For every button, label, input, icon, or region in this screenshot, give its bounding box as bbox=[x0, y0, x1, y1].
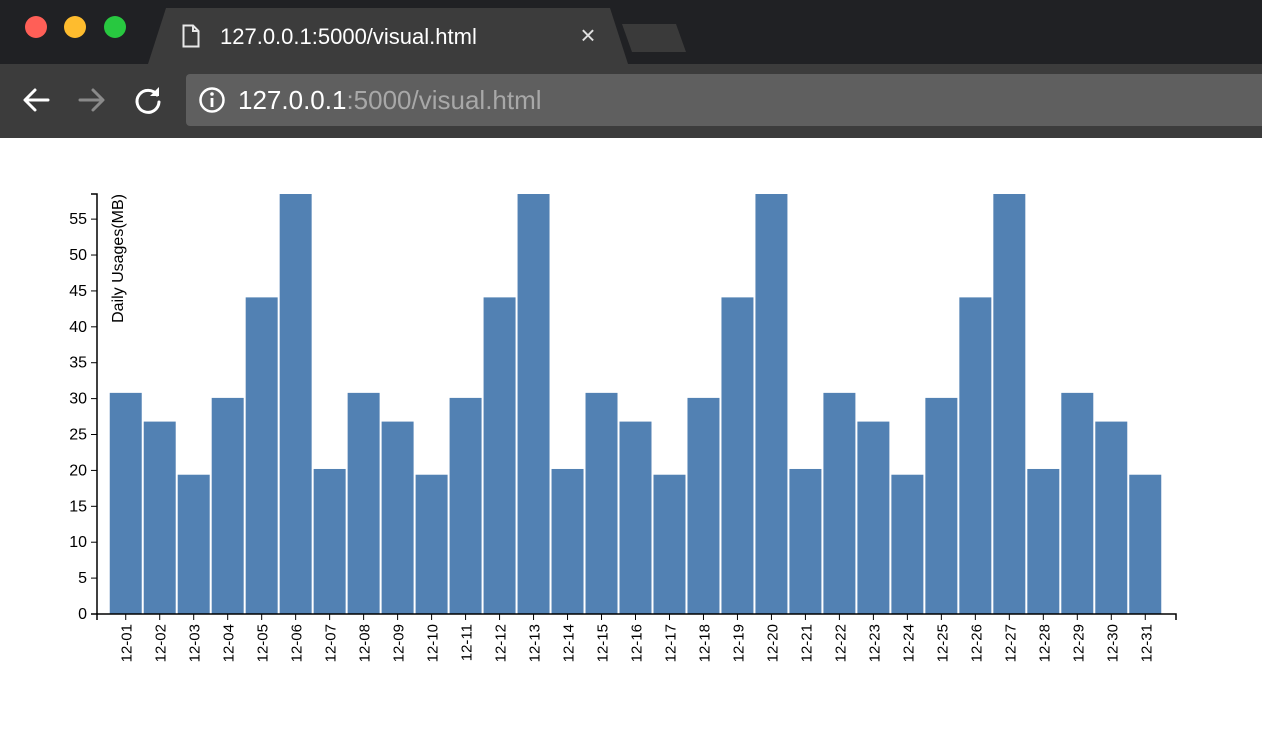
x-tick-label: 12-16 bbox=[629, 624, 646, 662]
x-tick-label: 12-29 bbox=[1070, 624, 1087, 662]
x-tick-label: 12-23 bbox=[866, 624, 883, 662]
bar-12-14 bbox=[551, 468, 584, 614]
x-axis: 12-01 12-02 12-03 12-04 12-05 12-06 12-07 12-08… bbox=[96, 613, 1177, 662]
x-tick-label: 12-17 bbox=[662, 624, 679, 662]
x-tick-label: 12-14 bbox=[561, 624, 578, 662]
bar-12-19 bbox=[721, 297, 754, 614]
bar-12-01 bbox=[109, 392, 142, 614]
url-host: 127.0.0.1 bbox=[238, 85, 347, 115]
bar-12-28 bbox=[1027, 468, 1060, 614]
x-tick-label: 12-03 bbox=[187, 624, 204, 662]
x-tick-label: 12-13 bbox=[527, 624, 544, 662]
forward-arrow-icon[interactable] bbox=[76, 84, 108, 116]
info-icon[interactable] bbox=[198, 86, 226, 114]
x-axis-line bbox=[96, 613, 1177, 620]
bar-12-09 bbox=[381, 421, 414, 614]
x-tick-label: 12-04 bbox=[221, 624, 238, 662]
bar-12-03 bbox=[177, 474, 210, 614]
y-axis-label: Daily Usages(MB) bbox=[110, 194, 127, 323]
y-tick-label: 30 bbox=[69, 391, 87, 408]
x-tick-label: 12-05 bbox=[255, 624, 272, 662]
y-tick-label: 20 bbox=[69, 462, 87, 479]
bars-group bbox=[109, 194, 1162, 614]
x-tick-label: 12-19 bbox=[730, 624, 747, 662]
x-tick-label: 12-20 bbox=[764, 624, 781, 662]
bar-12-15 bbox=[585, 392, 618, 614]
y-tick-label: 50 bbox=[69, 247, 87, 264]
bar-12-02 bbox=[143, 421, 176, 614]
x-tick-label: 12-02 bbox=[153, 624, 170, 662]
new-tab-button[interactable] bbox=[622, 24, 686, 52]
bar-12-26 bbox=[959, 297, 992, 614]
x-tick-label: 12-26 bbox=[968, 624, 985, 662]
bar-12-16 bbox=[619, 421, 652, 614]
tab-title: 127.0.0.1:5000/visual.html bbox=[220, 24, 477, 49]
y-tick-label: 40 bbox=[69, 319, 87, 336]
page-content: 0 5 10 15 20 25 30 35 40 45 50 55 12-01 12-02 12-03 12… bbox=[0, 138, 1262, 746]
x-tick-label: 12-09 bbox=[391, 624, 408, 662]
bar-12-08 bbox=[347, 392, 380, 614]
y-axis-line bbox=[91, 193, 98, 615]
close-tab-button[interactable]: × bbox=[580, 20, 596, 50]
address-bar[interactable] bbox=[186, 74, 1262, 126]
x-tick-label: 12-15 bbox=[595, 624, 612, 662]
y-tick-label: 5 bbox=[78, 570, 87, 587]
y-tick-label: 15 bbox=[69, 498, 87, 515]
y-tick-label: 10 bbox=[69, 534, 87, 551]
y-tick-label: 0 bbox=[78, 606, 87, 623]
y-tick-label: 55 bbox=[69, 211, 87, 228]
reload-icon[interactable] bbox=[132, 84, 164, 116]
bar-12-17 bbox=[653, 474, 686, 614]
window-maximize-button[interactable] bbox=[104, 16, 126, 38]
bar-12-12 bbox=[483, 297, 516, 614]
x-tick-label: 12-22 bbox=[832, 624, 849, 662]
x-tick-label: 12-21 bbox=[798, 624, 815, 662]
x-tick-label: 12-08 bbox=[357, 624, 374, 662]
x-tick-label: 12-30 bbox=[1104, 624, 1121, 662]
bar-12-06 bbox=[279, 194, 312, 614]
back-arrow-icon[interactable] bbox=[20, 84, 52, 116]
active-tab[interactable]: 127.0.0.1:5000/visual.html × bbox=[148, 8, 628, 64]
x-tick-label: 12-07 bbox=[323, 624, 340, 662]
x-tick-label: 12-01 bbox=[119, 624, 136, 662]
bar-12-30 bbox=[1095, 421, 1128, 614]
bar-12-29 bbox=[1061, 392, 1094, 614]
window-minimize-button[interactable] bbox=[64, 16, 86, 38]
bar-12-10 bbox=[415, 474, 448, 614]
document-icon bbox=[182, 24, 200, 48]
bar-12-24 bbox=[891, 474, 924, 614]
y-tick-label: 25 bbox=[69, 427, 87, 444]
bar-12-27 bbox=[993, 194, 1026, 614]
y-tick-label: 45 bbox=[69, 283, 87, 300]
bar-12-04 bbox=[211, 397, 244, 614]
y-tick-label: 35 bbox=[69, 355, 87, 372]
bar-12-11 bbox=[449, 397, 482, 614]
bar-12-22 bbox=[823, 392, 856, 614]
bar-12-07 bbox=[313, 468, 346, 614]
x-tick-label: 12-18 bbox=[696, 624, 713, 662]
bar-12-13 bbox=[517, 194, 550, 614]
x-tick-label: 12-11 bbox=[459, 624, 476, 661]
bar-12-20 bbox=[755, 194, 788, 614]
bar-12-05 bbox=[245, 297, 278, 614]
x-tick-label: 12-24 bbox=[900, 624, 917, 662]
x-tick-label: 12-27 bbox=[1002, 624, 1019, 662]
x-tick-label: 12-28 bbox=[1036, 624, 1053, 662]
window-close-button[interactable] bbox=[25, 16, 47, 38]
x-tick-label: 12-25 bbox=[934, 624, 951, 662]
bar-12-31 bbox=[1129, 474, 1162, 614]
bar-12-23 bbox=[857, 421, 890, 614]
x-tick-label: 12-06 bbox=[289, 624, 306, 662]
url-path: :5000/visual.html bbox=[346, 85, 542, 115]
tab-bar: 127.0.0.1:5000/visual.html × bbox=[0, 0, 1262, 64]
x-tick-label: 12-12 bbox=[493, 624, 510, 662]
bar-12-25 bbox=[925, 397, 958, 614]
address-url[interactable]: 127.0.0.1:5000/visual.html bbox=[238, 85, 542, 116]
x-tick-label: 12-10 bbox=[425, 624, 442, 662]
bar-12-18 bbox=[687, 397, 720, 614]
x-tick-label: 12-31 bbox=[1138, 624, 1155, 662]
y-axis: 0 5 10 15 20 25 30 35 40 45 50 55 bbox=[69, 193, 98, 623]
bar-12-21 bbox=[789, 468, 822, 614]
